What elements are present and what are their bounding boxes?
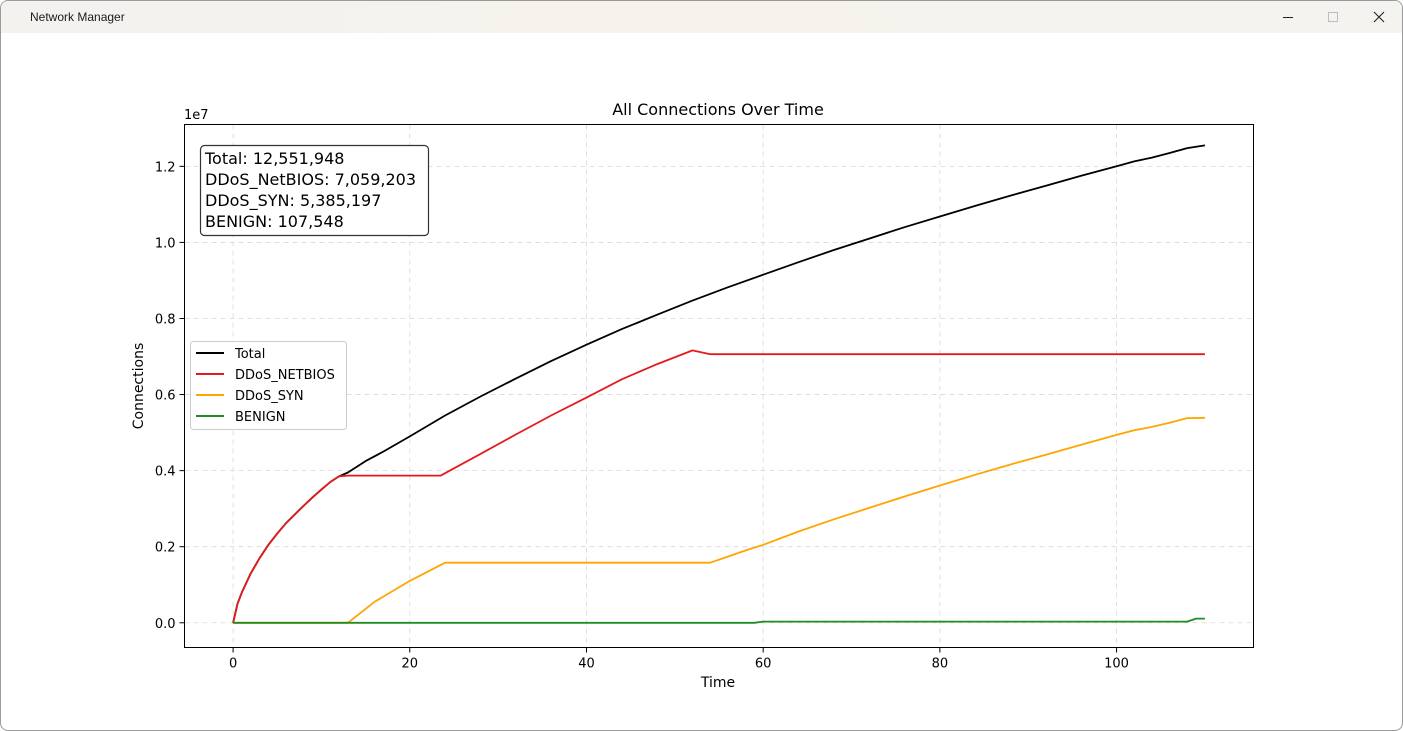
x-tick-label: 20 — [402, 657, 419, 672]
minimize-button[interactable] — [1265, 1, 1311, 33]
y-tick-label: 1.0 — [155, 236, 176, 251]
stats-ddos-syn: DDoS_SYN: 5,385,197 — [205, 191, 381, 211]
x-tick-label: 100 — [1104, 657, 1129, 672]
y-tick-label: 0.4 — [155, 465, 176, 480]
window-title: Network Manager — [30, 10, 125, 24]
x-tick-label: 0 — [229, 657, 237, 672]
y-tick-label: 0.2 — [155, 541, 176, 556]
y-tick-label: 1.2 — [155, 160, 176, 175]
y-axis-label: Connections — [131, 343, 147, 430]
x-tick-label: 60 — [755, 657, 772, 672]
minimize-icon — [1283, 17, 1293, 18]
maximize-icon — [1328, 12, 1338, 22]
stats-box: Total: 12,551,948 DDoS_NetBIOS: 7,059,20… — [199, 144, 430, 237]
y-offset-label: 1e7 — [184, 108, 209, 123]
close-button[interactable] — [1356, 1, 1402, 33]
stats-total: Total: 12,551,948 — [204, 149, 344, 168]
x-tick-label: 40 — [578, 657, 595, 672]
series-line-benign — [233, 617, 1205, 624]
stats-ddos-netbios: DDoS_NetBIOS: 7,059,203 — [205, 170, 416, 190]
series-lines — [232, 144, 1206, 624]
stats-benign: BENIGN: 107,548 — [205, 212, 344, 231]
legend-ddos-netbios: DDoS_NETBIOS — [235, 368, 335, 383]
x-tick-label: 80 — [932, 657, 949, 672]
x-axis-label: Time — [700, 675, 735, 691]
series-line-ddos-netbios — [232, 349, 1205, 624]
legend-total: Total — [234, 347, 265, 362]
series-line-ddos-syn — [233, 416, 1205, 624]
chart-title: All Connections Over Time — [612, 100, 824, 119]
y-tick-label: 0.8 — [155, 312, 176, 327]
legend: Total DDoS_NETBIOS DDoS_SYN BENIGN — [190, 341, 347, 430]
maximize-button[interactable] — [1310, 1, 1356, 33]
axis-ticks: 0 20 40 60 80 100 0.0 0.2 0.4 0.6 0.8 1.0 1.2 — [155, 160, 1129, 671]
legend-ddos-syn: DDoS_SYN — [235, 389, 304, 404]
close-icon — [1373, 11, 1385, 23]
legend-benign: BENIGN — [235, 410, 286, 425]
y-tick-label: 0.0 — [155, 617, 176, 632]
title-bar[interactable]: Network Manager — [1, 1, 1402, 33]
y-tick-label: 0.6 — [155, 389, 176, 404]
plot-frame — [184, 124, 1254, 648]
